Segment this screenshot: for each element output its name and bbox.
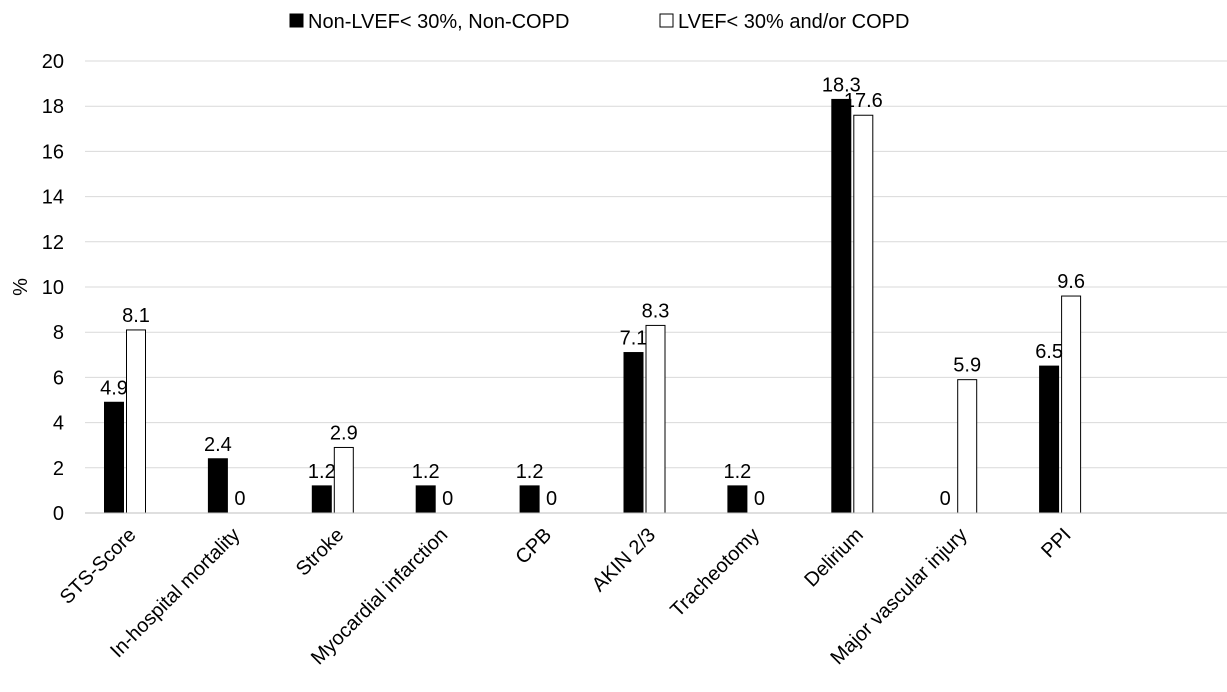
x-tick-label: Stroke (292, 524, 348, 580)
bar-2 (1061, 295, 1082, 514)
bars (104, 98, 1082, 514)
y-tick-label: 14 (42, 187, 64, 209)
y-tick-label: 2 (53, 458, 64, 480)
bar-2 (645, 324, 666, 514)
bar-1 (207, 458, 228, 514)
data-label-1: 1.2 (723, 461, 751, 483)
data-labels: 4.98.12.401.22.91.201.207.18.31.2018.317… (100, 74, 1085, 510)
x-tick-label: CPB (511, 524, 556, 569)
legend-item-series-2: LVEF< 30% and/or COPD (659, 11, 909, 33)
gridlines (85, 60, 1227, 469)
bar-1 (727, 485, 748, 514)
data-label-2: 17.6 (844, 90, 883, 112)
data-label-1: 1.2 (308, 461, 336, 483)
x-tick-label: AKIN 2/3 (588, 524, 660, 596)
y-tick-label: 4 (53, 413, 64, 435)
bar-1 (831, 98, 852, 514)
data-label-2: 9.6 (1057, 271, 1085, 293)
y-tick-label: 0 (53, 503, 64, 525)
y-tick-label: 8 (53, 322, 64, 344)
data-label-1: 1.2 (412, 461, 440, 483)
data-label-2: 0 (754, 488, 765, 510)
bar-1 (415, 485, 436, 514)
y-tick-label: 6 (53, 367, 64, 389)
legend-swatch-series-2 (659, 13, 674, 28)
x-tick-label: STS-Score (56, 524, 141, 609)
x-tick-label: PPI (1037, 524, 1075, 562)
data-label-1: 18.3 (822, 74, 861, 96)
data-label-1: 7.1 (620, 328, 648, 350)
y-tick-label: 20 (42, 51, 64, 73)
data-label-2: 2.9 (330, 422, 358, 444)
bar-2 (333, 446, 354, 514)
legend: Non-LVEF< 30%, Non-COPD LVEF< 30% and/or… (289, 11, 909, 33)
bar-1 (1039, 365, 1060, 514)
data-label-2: 5.9 (953, 355, 981, 377)
bar-1 (519, 485, 540, 514)
data-label-1: 4.9 (100, 377, 128, 399)
data-label-2: 8.1 (122, 305, 150, 327)
legend-item-series-1: Non-LVEF< 30%, Non-COPD (289, 11, 569, 33)
bar-2 (957, 379, 978, 514)
x-tick-label: Delirium (800, 524, 867, 591)
y-axis-title: % (10, 278, 32, 296)
data-label-2: 8.3 (642, 300, 670, 322)
data-label-1: 0 (940, 488, 951, 510)
y-tick-label: 10 (42, 277, 64, 299)
legend-swatch-series-1 (289, 13, 304, 28)
y-axis-ticks: 0 2 4 6 8 10 12 14 16 18 20 (42, 51, 64, 525)
y-tick-label: 12 (42, 232, 64, 254)
data-label-2: 0 (546, 488, 557, 510)
data-label-1: 6.5 (1035, 341, 1063, 363)
bar-1 (104, 401, 124, 514)
data-label-1: 1.2 (516, 461, 544, 483)
bar-2 (853, 114, 874, 514)
y-tick-label: 18 (42, 96, 64, 118)
y-tick-label: 16 (42, 141, 64, 163)
data-label-2: 0 (234, 488, 245, 510)
bar-2 (126, 329, 146, 514)
bar-1 (311, 485, 332, 514)
bar-1 (623, 352, 644, 514)
data-label-1: 2.4 (204, 434, 232, 456)
data-label-2: 0 (442, 488, 453, 510)
x-tick-label: Tracheotomy (666, 524, 764, 622)
legend-label-series-2: LVEF< 30% and/or COPD (678, 11, 909, 33)
legend-label-series-1: Non-LVEF< 30%, Non-COPD (308, 11, 569, 33)
